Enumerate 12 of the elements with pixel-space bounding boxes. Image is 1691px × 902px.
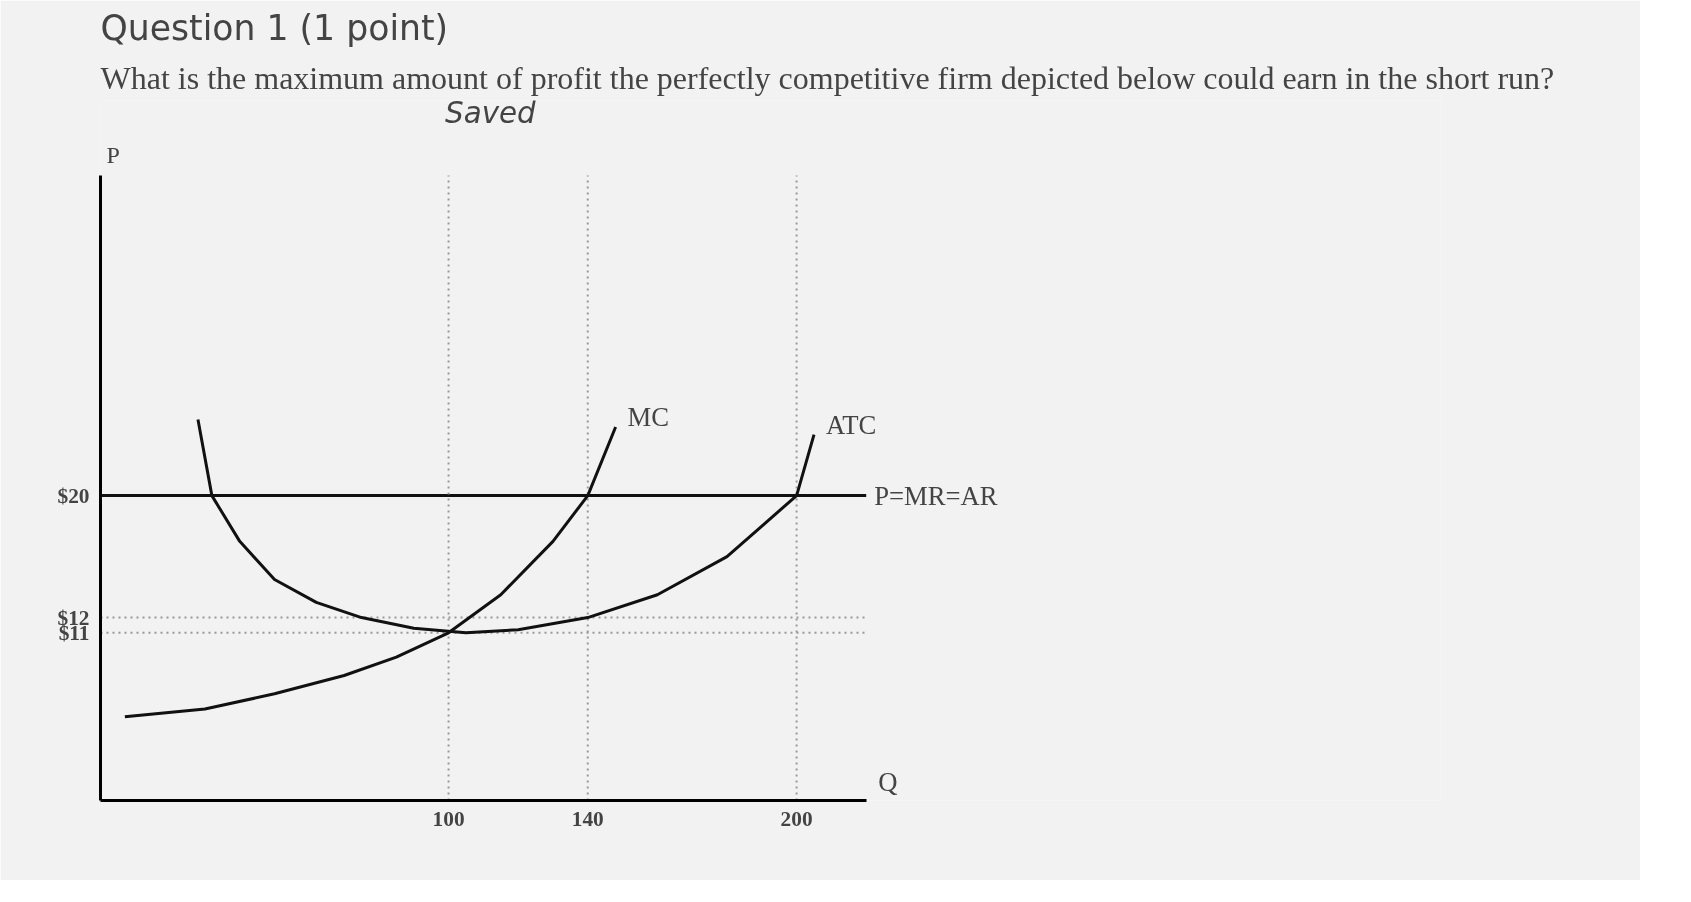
chart-subtitle: What is the maximum amount of profit the perfectly competitive firm depicted below could earn in the short run? [100, 59, 1555, 96]
y-axis-title: P [106, 141, 120, 168]
x-tick-label: 140 [571, 806, 604, 831]
x-tick-label: 100 [432, 806, 465, 831]
ref-line-label: P=MR=AR [874, 480, 998, 511]
y-tick-label: $20 [57, 483, 90, 508]
chart-title: Question 1 (1 point) [100, 7, 449, 48]
series-label: MC [627, 402, 670, 433]
series-label: ATC [826, 409, 877, 440]
x-tick-label: 200 [780, 806, 813, 831]
x-axis-title: Q [878, 766, 898, 797]
text: Saved [445, 96, 537, 130]
